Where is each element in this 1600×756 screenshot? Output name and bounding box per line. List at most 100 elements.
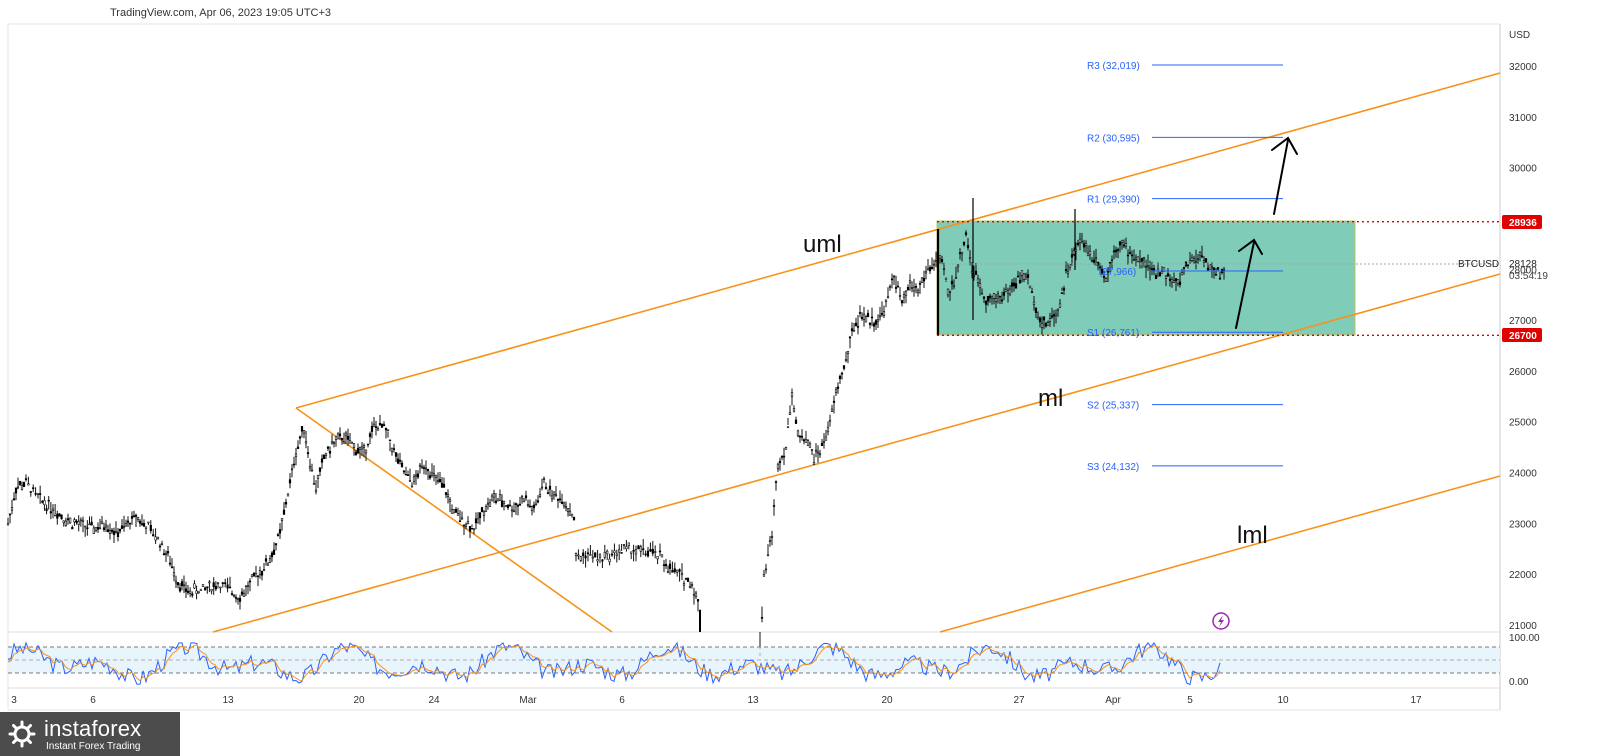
candle-body	[1066, 270, 1070, 274]
candle-body	[262, 569, 266, 571]
candle-body	[518, 503, 522, 506]
candle-body	[394, 452, 398, 457]
candle-body	[195, 590, 198, 594]
lml-label: lml	[1237, 522, 1268, 549]
candle-body	[888, 285, 892, 288]
time-tick-8: 20	[881, 695, 893, 706]
candle-body	[8, 513, 12, 516]
instaforex-logo[interactable]: instaforex Instant Forex Trading	[0, 712, 180, 756]
candle-body	[282, 509, 286, 515]
candle-body	[1152, 267, 1156, 271]
candle-body	[625, 546, 628, 550]
candle-body	[102, 527, 106, 530]
pivot-levels: R3 (32,019) R2 (30,595) R1 (29,390) (27,966…	[1087, 61, 1283, 473]
time-tick-4: 24	[428, 695, 440, 706]
candle-body	[430, 472, 434, 476]
candle-body	[618, 549, 621, 553]
key-levels	[937, 221, 1500, 336]
candle-body	[306, 452, 310, 455]
candle-body	[1006, 290, 1010, 294]
price-tick-30000: 30000	[1509, 164, 1537, 175]
candle-body	[214, 585, 217, 590]
candle-body	[842, 365, 846, 369]
candle-body	[90, 521, 93, 526]
candle-body	[208, 581, 211, 584]
candle-body	[1064, 269, 1068, 271]
candle-body	[637, 545, 640, 550]
candle-body	[156, 537, 160, 540]
candle-body	[1008, 288, 1012, 295]
candle-body	[792, 408, 796, 412]
candle-body	[986, 295, 990, 302]
candle-body	[598, 554, 602, 558]
candle-body	[254, 573, 258, 578]
candle-body	[880, 313, 884, 315]
candle-body	[1042, 316, 1046, 321]
candle-body	[1114, 249, 1118, 253]
candle-body	[470, 527, 474, 530]
candle-body	[12, 498, 16, 501]
candle-body	[1040, 323, 1044, 328]
candle-body	[260, 570, 264, 576]
time-tick-9: 27	[1013, 695, 1025, 706]
time-tick-3: 20	[353, 695, 365, 706]
candle-body	[1166, 273, 1170, 277]
candle-body	[896, 285, 900, 288]
time-tick-1: 6	[90, 695, 96, 706]
candle-body	[766, 554, 770, 557]
candle-body	[86, 527, 89, 530]
candle-body	[492, 493, 496, 498]
arrow-head-large	[1271, 136, 1298, 155]
candle-body	[556, 498, 560, 501]
time-tick-12: 10	[1277, 695, 1289, 706]
candle-body	[318, 467, 322, 472]
time-tick-10: Apr	[1105, 695, 1121, 706]
candle-body	[620, 552, 623, 554]
candle-body	[1120, 239, 1124, 243]
candle-body	[682, 583, 686, 586]
candle-body	[908, 280, 912, 284]
candle-body	[336, 433, 340, 440]
candle-body	[834, 389, 838, 393]
candle-body	[778, 460, 782, 464]
candle-body	[838, 375, 842, 379]
candle-body	[996, 293, 1000, 297]
candle-body	[676, 569, 679, 573]
lightning-icon[interactable]	[1212, 612, 1230, 630]
stoch-k-line	[7, 641, 1221, 686]
candle-body	[199, 589, 202, 591]
pitchfork-handle-line	[295, 407, 613, 633]
candle-body	[1180, 272, 1184, 276]
candle-body	[568, 510, 572, 516]
candle-body	[348, 440, 352, 444]
candle-body	[182, 584, 186, 587]
arrow-up-large	[1273, 139, 1289, 215]
candle-body	[690, 584, 694, 587]
candle-body	[978, 283, 982, 288]
candle-body	[542, 478, 546, 481]
candle-body	[244, 585, 248, 588]
candle-body	[810, 448, 814, 451]
candle-body	[642, 548, 645, 551]
candle-body	[304, 441, 308, 444]
candle-body	[594, 552, 597, 558]
candle-body	[772, 505, 776, 507]
candle-body	[1126, 254, 1130, 257]
candle-body	[384, 428, 388, 431]
candle-body	[122, 526, 126, 528]
candle-body	[219, 586, 222, 589]
candle-body	[928, 267, 932, 272]
candle-body	[134, 514, 138, 517]
candle-body	[460, 517, 464, 520]
candle-body	[1202, 260, 1206, 263]
candle-body	[1098, 266, 1102, 269]
candle-body	[800, 435, 804, 438]
candle-body	[770, 536, 774, 538]
candle-body	[1014, 283, 1018, 289]
candle-body	[632, 549, 635, 552]
candle-body	[276, 534, 280, 537]
candle-body	[774, 481, 778, 483]
candle-body	[504, 505, 508, 508]
candle-body	[678, 569, 681, 572]
candle-body	[130, 515, 134, 519]
